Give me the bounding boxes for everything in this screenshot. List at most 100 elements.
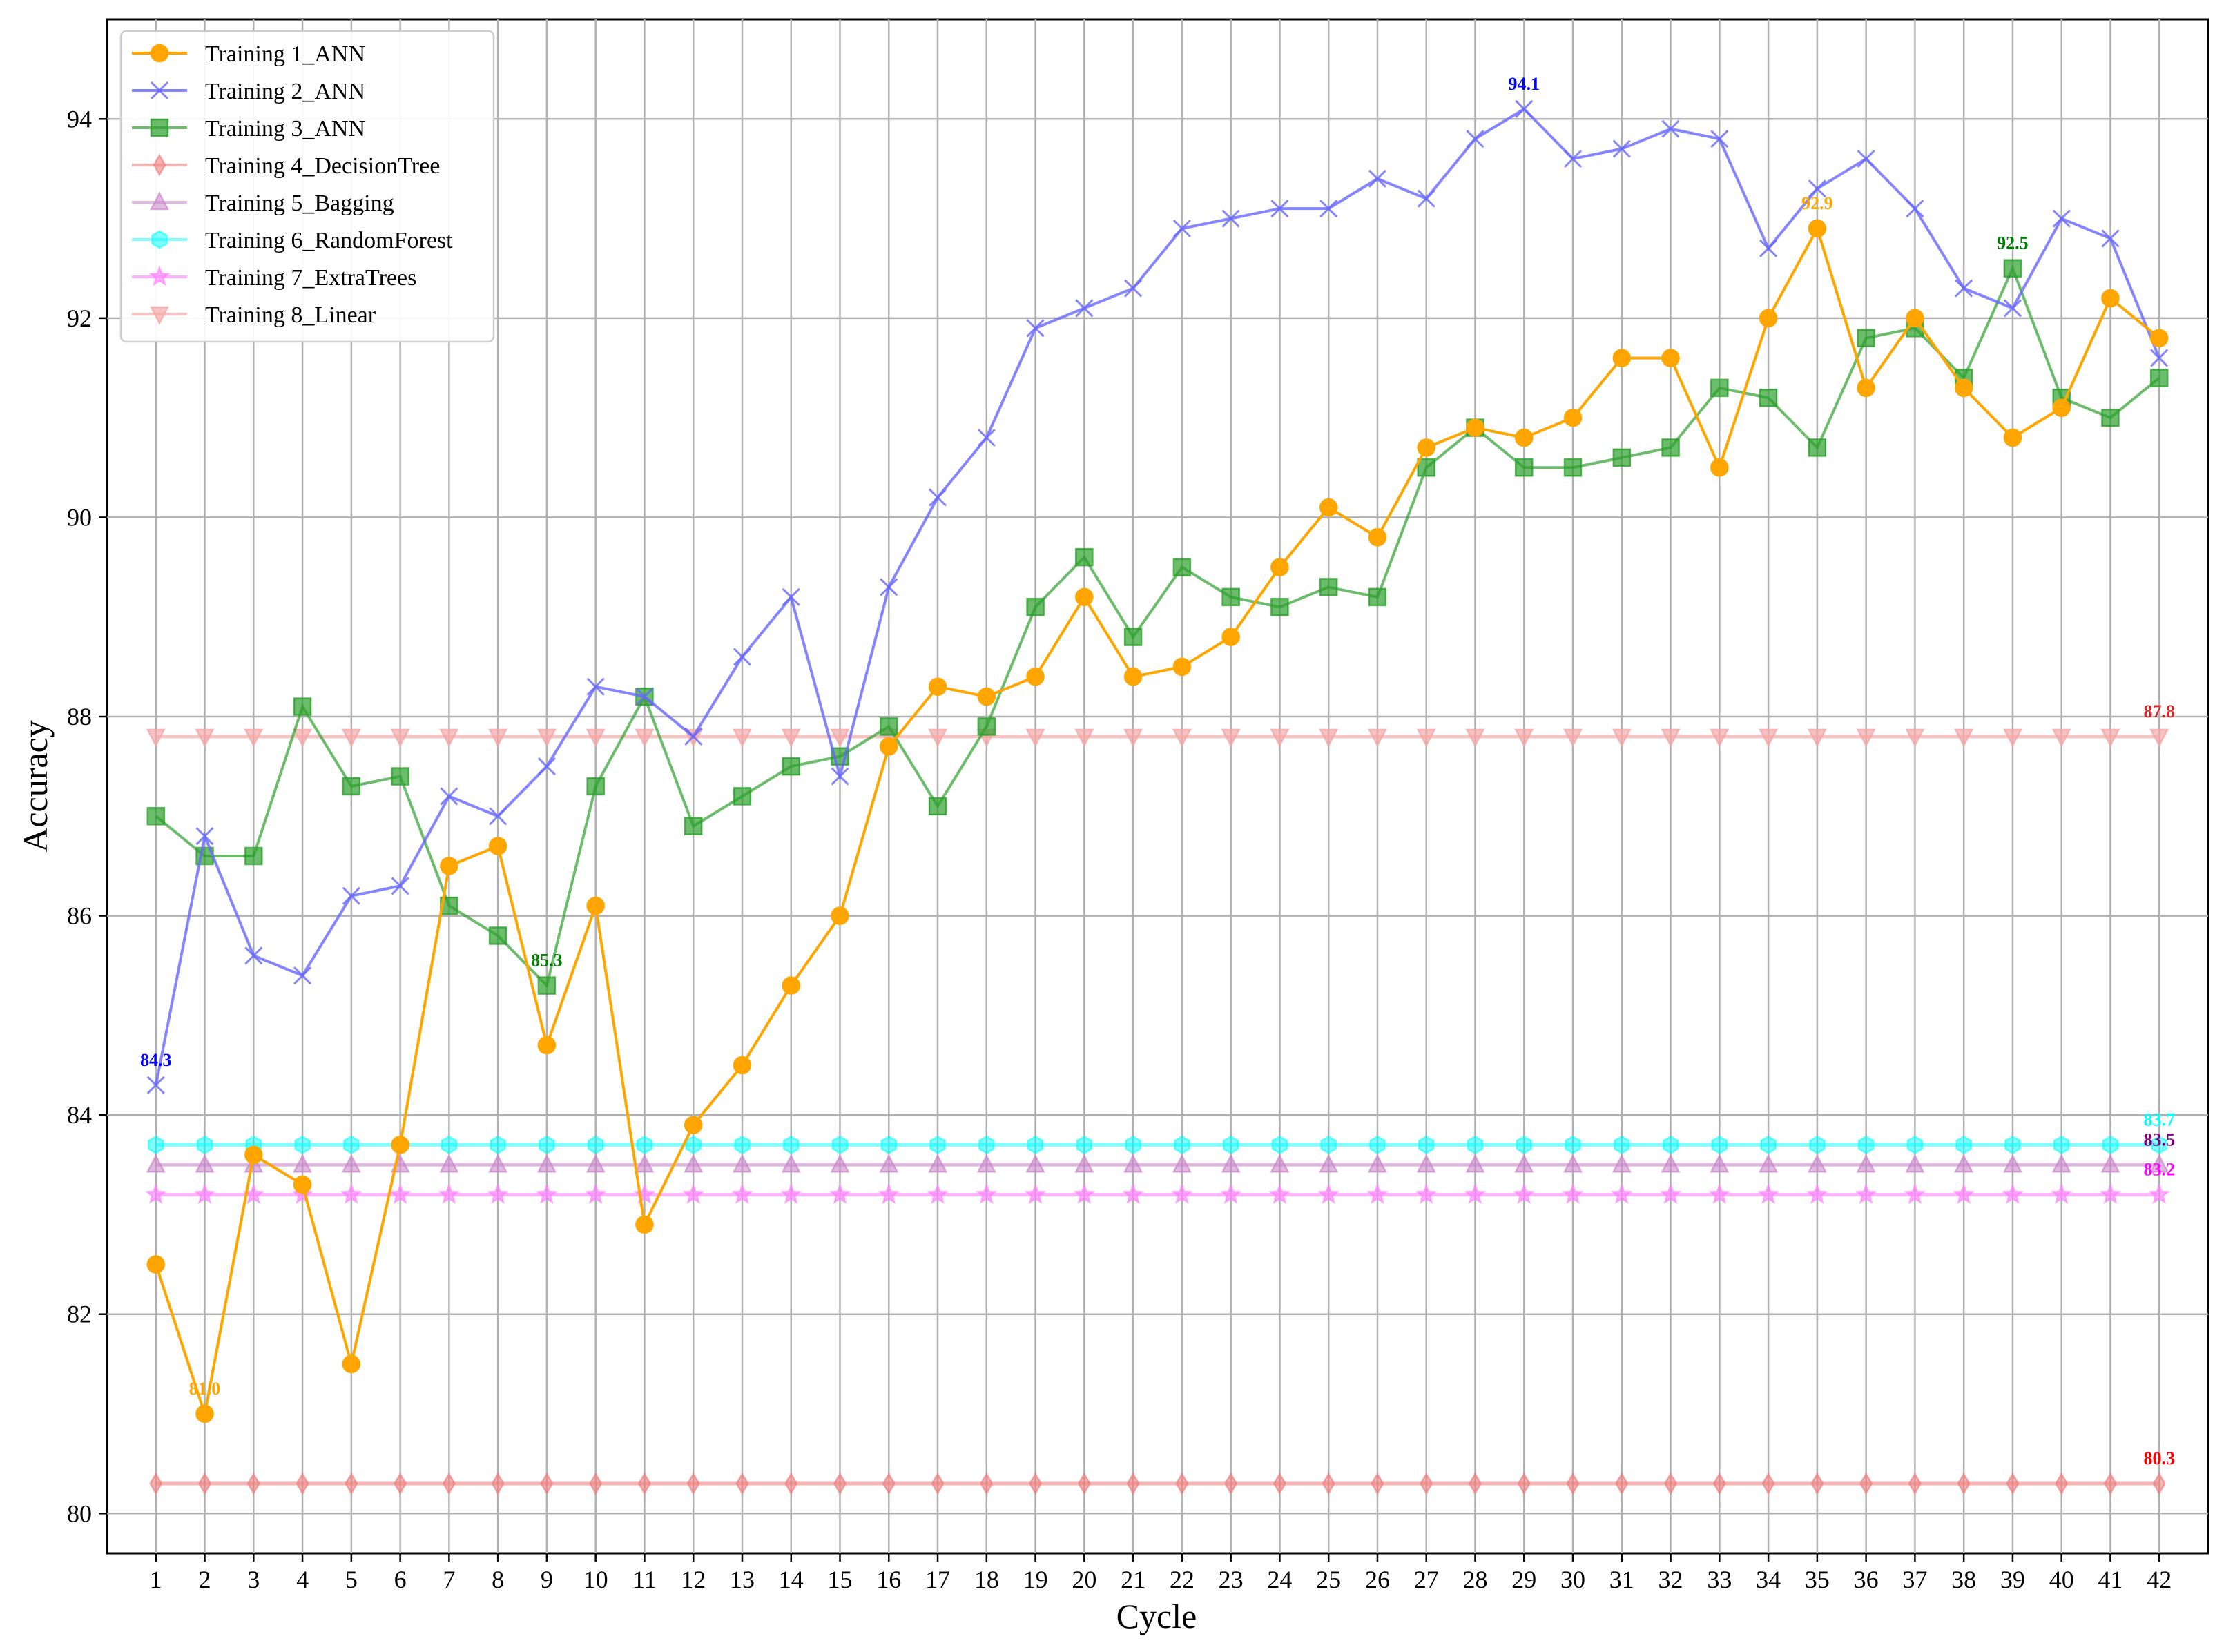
data-point (1075, 547, 1094, 567)
data-point (293, 1154, 313, 1173)
data-point (441, 1135, 458, 1154)
data-point (1416, 728, 1436, 748)
data-point (1904, 1183, 1926, 1204)
data-point (880, 717, 898, 736)
data-point (833, 1472, 847, 1495)
data-point (438, 1183, 461, 1204)
data-point (1417, 458, 1435, 477)
data-point (1417, 438, 1435, 457)
data-point (1123, 628, 1143, 646)
data-point (586, 896, 605, 915)
data-point (2104, 1472, 2117, 1495)
data-point (831, 1135, 849, 1154)
data-point (1905, 728, 1925, 748)
data-point (491, 1472, 505, 1495)
data-point (1172, 728, 1192, 748)
data-point (780, 1183, 802, 1204)
data-point (927, 1183, 949, 1204)
data-point (1368, 169, 1387, 188)
data-point (1759, 728, 1779, 748)
data-point (1268, 1183, 1291, 1204)
data-point (244, 946, 263, 965)
legend-label: Training 1_ANN (205, 41, 365, 67)
data-point (1955, 1135, 1972, 1154)
data-point (537, 976, 557, 995)
data-point (1808, 179, 1826, 198)
x-tick-label: 5 (345, 1566, 358, 1593)
y-tick-label: 94 (67, 105, 92, 133)
data-point (341, 1154, 361, 1173)
data-point (2149, 329, 2169, 347)
data-point (1319, 200, 1338, 218)
legend-box (119, 30, 495, 343)
legend-label: Training 4_DecisionTree (205, 153, 440, 179)
data-point (1615, 1472, 1629, 1495)
legend-entry: Training 4_DecisionTree (132, 153, 440, 179)
data-point (1516, 1135, 1532, 1154)
data-point (1612, 728, 1632, 748)
data-point (1563, 1154, 1583, 1173)
data-point (439, 1154, 459, 1173)
data-point (1319, 498, 1338, 517)
data-point (1565, 1135, 1581, 1154)
data-point (1270, 1154, 1290, 1173)
data-point (293, 966, 312, 985)
x-tick-label: 17 (925, 1566, 950, 1593)
data-point (1026, 598, 1045, 616)
data-point (1563, 408, 1583, 427)
data-point (1123, 668, 1143, 686)
data-point (196, 1135, 213, 1154)
data-point (146, 728, 166, 748)
data-point (733, 787, 752, 806)
data-point (1224, 1472, 1238, 1495)
data-point (195, 1404, 214, 1423)
data-point (1271, 1135, 1288, 1154)
data-point (831, 906, 849, 925)
data-point (2002, 728, 2022, 748)
data-point (1175, 1472, 1189, 1495)
data-point (1319, 578, 1338, 596)
axes: 1 2 3 4 5 6 7 8 9 10 11 12 13 14 15 16 17 18 19 20 21 22 23 24 2… (67, 105, 2172, 1593)
legend-marker (153, 153, 166, 177)
data-point (1126, 1472, 1140, 1495)
data-point (1076, 1135, 1092, 1154)
data-point (244, 1145, 263, 1165)
legend-entry: Training 3_ANN (132, 116, 365, 142)
x-tick-label: 3 (247, 1566, 260, 1593)
x-tick-label: 40 (2049, 1566, 2074, 1593)
data-point (1955, 279, 1973, 298)
data-point (1420, 1472, 1433, 1495)
annotations: 84.3 81.0 85.3 94.1 92.9 92.5 87.8 83.783.5 83.2… (140, 74, 2175, 1468)
data-point (1810, 1472, 1824, 1495)
x-tick-label: 37 (1902, 1566, 1927, 1593)
data-point (244, 846, 263, 866)
data-point (1759, 389, 1778, 407)
data-point (391, 877, 409, 895)
x-tick-label: 26 (1365, 1566, 1390, 1593)
data-label: 83.5 (2143, 1129, 2175, 1149)
legend-entry: Training 2_ANN (132, 79, 365, 104)
y-tick-label: 86 (67, 902, 92, 930)
data-point (2101, 229, 2120, 248)
series-layer (145, 99, 2170, 1495)
data-point (146, 1076, 165, 1094)
data-point (1612, 139, 1631, 158)
data-point (1026, 319, 1045, 338)
data-point (2002, 1154, 2022, 1173)
data-point (1026, 668, 1045, 686)
data-point (878, 1183, 900, 1204)
data-point (195, 827, 214, 846)
legend-marker (150, 81, 169, 100)
data-point (734, 1135, 751, 1154)
data-point (1807, 728, 1827, 748)
data-point (2148, 1183, 2170, 1204)
data-point (1273, 1472, 1286, 1495)
data-point (1710, 378, 1729, 398)
data-point (1514, 728, 1534, 748)
y-tick-label: 92 (67, 304, 92, 332)
data-point (2052, 209, 2071, 228)
data-point (1515, 428, 1534, 447)
data-point (783, 1135, 800, 1154)
data-point (146, 1255, 166, 1274)
data-point (1857, 378, 1875, 398)
